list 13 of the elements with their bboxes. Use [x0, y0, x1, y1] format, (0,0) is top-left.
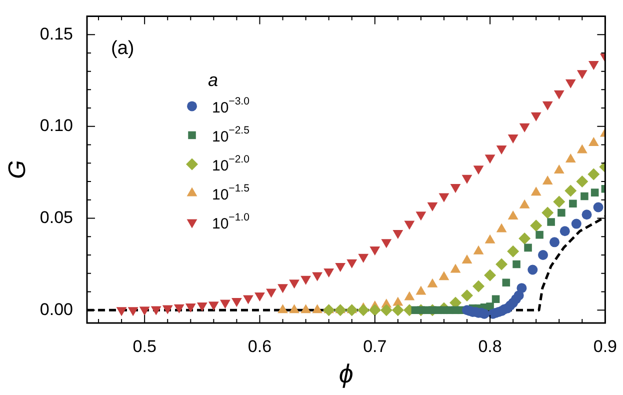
y-tick-label: 0.05: [40, 208, 73, 227]
x-tick-label: 0.6: [248, 336, 272, 356]
x-tick-label: 0.9: [593, 336, 618, 356]
x-tick-label: 0.8: [478, 336, 502, 356]
legend-title: a: [208, 70, 218, 90]
x-tick-label: 0.7: [363, 336, 387, 356]
y-tick-label: 0.10: [40, 116, 73, 136]
y-tick-label: 0.15: [40, 24, 73, 44]
y-axis-title: G: [4, 160, 32, 179]
x-tick-label: 0.5: [132, 336, 156, 356]
annotation: (a): [111, 38, 134, 60]
x-axis-title: ϕ: [338, 358, 354, 389]
y-tick-label: 0.00: [40, 300, 73, 319]
